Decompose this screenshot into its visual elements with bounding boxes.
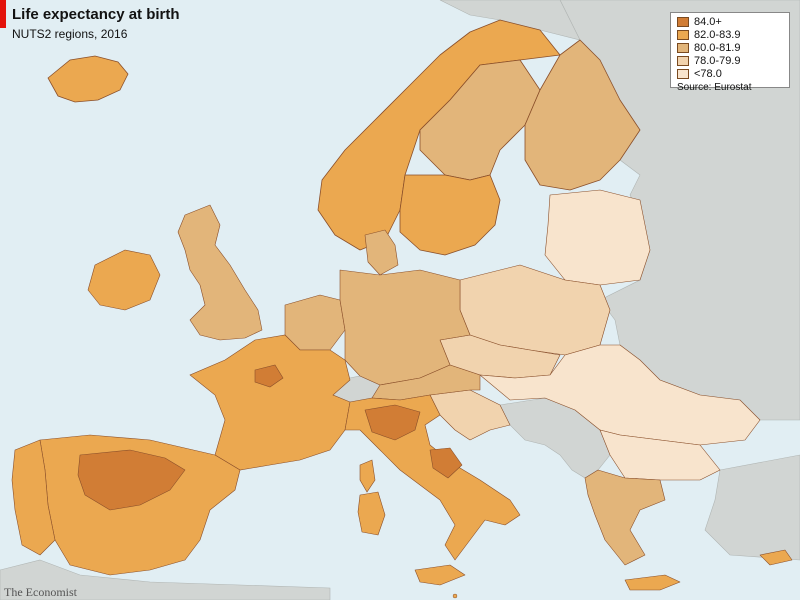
legend-item-84-plus: 84.0+ [677, 16, 783, 28]
legend-label: <78.0 [694, 68, 722, 80]
region-central-italy-high [429, 447, 463, 479]
region-benelux [284, 294, 346, 351]
legend-swatch [677, 17, 689, 27]
region-great-britain [177, 204, 263, 341]
region-croatia-slovenia [429, 389, 511, 441]
source-note: Source: Eurostat [677, 82, 752, 93]
legend: 84.0+ 82.0-83.9 80.0-81.9 78.0-79.9 <78.… [670, 12, 790, 93]
north-africa-region [0, 559, 331, 600]
region-ireland [87, 249, 161, 311]
region-north-italy-high [364, 404, 421, 441]
region-iceland [47, 55, 129, 103]
legend-swatch [677, 69, 689, 79]
region-denmark [364, 229, 399, 276]
legend-label: 78.0-79.9 [694, 55, 741, 67]
legend-swatch [677, 56, 689, 66]
legend-label: 84.0+ [694, 16, 722, 28]
chart-subtitle: NUTS2 regions, 2016 [12, 27, 128, 41]
turkey-region [704, 454, 800, 561]
region-sicily [414, 564, 466, 586]
region-hungary-romania [479, 344, 761, 446]
region-cyprus [759, 549, 793, 566]
chart-title: Life expectancy at birth [12, 6, 180, 23]
region-france [189, 334, 351, 471]
legend-item-under-78: <78.0 [677, 68, 783, 80]
region-madrid-castile [77, 449, 186, 511]
legend-label: 80.0-81.9 [694, 42, 741, 54]
legend-item-80-82: 80.0-81.9 [677, 42, 783, 54]
region-baltics [544, 189, 651, 286]
legend-item-78-80: 78.0-79.9 [677, 55, 783, 67]
legend-item-82-84: 82.0-83.9 [677, 29, 783, 41]
region-greece [584, 469, 666, 566]
region-malta [452, 593, 458, 599]
region-bulgaria [599, 429, 721, 481]
region-crete [624, 574, 681, 591]
region-sardinia [357, 491, 386, 536]
region-sweden-south [399, 174, 501, 256]
legend-label: 82.0-83.9 [694, 29, 741, 41]
economist-logo: The Economist [4, 585, 77, 599]
legend-swatch [677, 43, 689, 53]
brand-accent-tab [0, 0, 6, 28]
region-paris [254, 364, 284, 388]
legend-swatch [677, 30, 689, 40]
region-portugal [11, 439, 56, 556]
region-corsica [359, 459, 376, 493]
region-finland [524, 39, 641, 191]
